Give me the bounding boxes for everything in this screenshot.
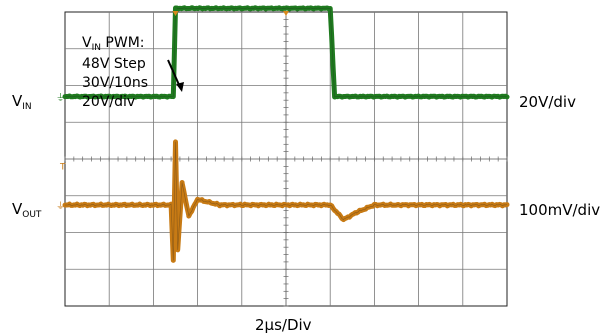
vin-ground-marker: ⏚ [56,93,65,104]
vin-pwm-annotation: VIN PWM: 48V Step 30V/10ns 20V/div [82,34,148,112]
vout-ground-marker: ⏚ [56,201,65,212]
time-scale-label: 2μs/Div [255,316,312,334]
trigger-level-marker: T [59,162,66,172]
vout-channel-label: VOUT [12,200,41,218]
vin-channel-label: VIN [12,92,32,110]
vin-scale-label: 20V/div [519,93,576,111]
vout-scale-label: 100mV/div [519,201,600,219]
